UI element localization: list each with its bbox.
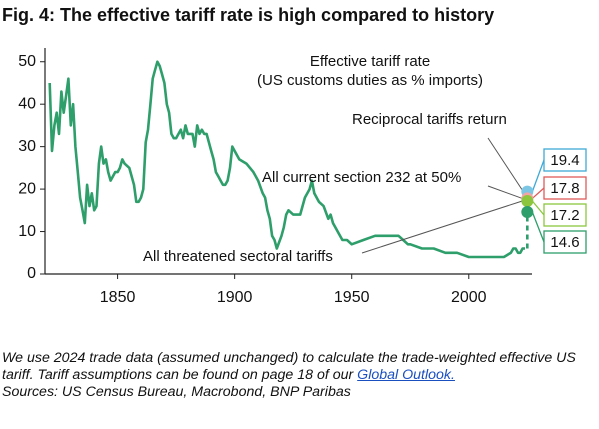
- annotation: All current section 232 at 50%: [262, 169, 461, 186]
- leader-line: [487, 185, 523, 199]
- sources: Sources: US Census Bureau, Macrobond, BN…: [2, 384, 351, 400]
- leader-line: [531, 200, 545, 216]
- chart-text: Effective tariff rate: [310, 53, 430, 70]
- leader-line: [487, 137, 524, 192]
- leader-line: [361, 200, 523, 254]
- y-tick-label: 50: [18, 53, 36, 70]
- x-tick-label: 2000: [451, 289, 487, 306]
- x-tick-label: 1950: [334, 289, 370, 306]
- link[interactable]: Global Outlook.: [357, 367, 455, 383]
- leader-line: [531, 211, 545, 243]
- y-tick-label: 20: [18, 180, 36, 197]
- chart: Fig. 4: The effective tariff rate is hig…: [2, 5, 587, 306]
- scenario-point: [521, 206, 534, 219]
- y-tick-label: 10: [18, 223, 36, 240]
- y-tick-label: 0: [27, 265, 36, 282]
- annotation: Reciprocal tariffs return: [352, 111, 507, 128]
- value-box: [543, 176, 587, 200]
- value-box: [543, 203, 587, 227]
- leader-line: [531, 187, 545, 199]
- annotation: All threatened sectoral tariffs: [143, 248, 333, 265]
- x-tick-label: 1900: [217, 289, 253, 306]
- scenario-point: [521, 194, 534, 207]
- chart-text: (US customs duties as % imports): [257, 72, 483, 89]
- value-label: 19.4: [550, 152, 579, 169]
- leader-line: [531, 159, 545, 192]
- chart-title: Fig. 4: The effective tariff rate is hig…: [2, 5, 494, 25]
- y-tick-label: 30: [18, 138, 36, 155]
- value-label: 17.8: [550, 180, 579, 197]
- note-text: We use 2024 trade data (assumed unchange…: [2, 350, 576, 383]
- value-label: 17.2: [550, 207, 579, 224]
- value-box: [543, 148, 587, 172]
- x-tick-label: 1850: [100, 289, 136, 306]
- footnote: We use 2024 trade data (assumed unchange…: [2, 350, 592, 401]
- line: [48, 60, 525, 259]
- value-label: 14.6: [550, 234, 579, 251]
- y-tick-label: 40: [18, 95, 36, 112]
- value-box: [543, 230, 587, 254]
